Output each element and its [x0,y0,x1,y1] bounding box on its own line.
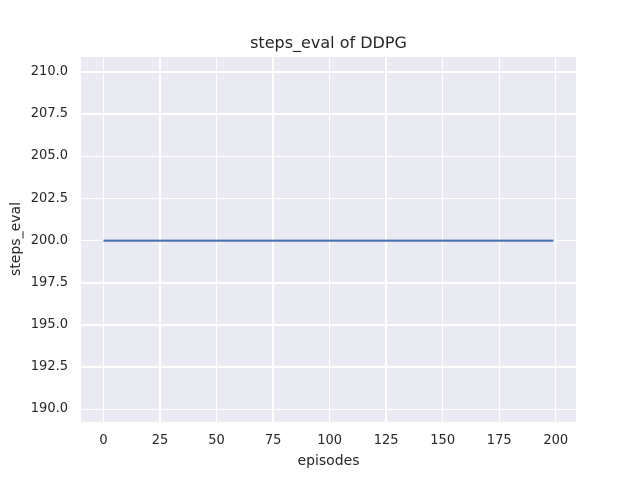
gridline-horizontal [81,155,576,158]
y-tick-label: 207.5 [30,106,68,122]
gridline-vertical [498,57,500,422]
gridline-vertical [215,57,218,422]
gridline-vertical [272,57,274,422]
gridline-horizontal [81,71,576,73]
gridline-horizontal [81,408,576,411]
gridline-horizontal [81,366,576,368]
gridline-vertical [328,57,331,422]
gridline-horizontal [81,324,576,326]
series-layer [103,239,554,242]
gridline-horizontal [81,282,576,284]
x-tick-label: 50 [208,433,225,448]
x-tick-label: 200 [543,433,569,448]
x-tick-label: 125 [373,433,399,448]
x-tick-label: 150 [430,433,456,448]
x-tick-label: 75 [264,433,282,448]
y-tick-label: 210.0 [30,64,68,79]
gridline-vertical [555,57,557,422]
gridline-vertical [385,57,387,422]
gridline-horizontal [81,197,576,200]
chart-title: steps_eval of DDPG [250,33,407,52]
plot-area [81,57,576,422]
gridline-vertical [102,57,105,422]
x-axis-label: episodes [297,453,360,469]
y-tick-label: 202.5 [30,190,68,206]
y-tick-label: 200.0 [30,232,68,248]
gridline-vertical [159,57,161,422]
y-tick-label: 192.5 [30,359,68,375]
y-tick-label: 190.0 [30,401,68,417]
gridline-horizontal [81,113,576,115]
y-tick-label: 205.0 [30,148,68,164]
x-tick-label: 175 [486,433,512,448]
y-tick-label: 197.5 [30,274,68,290]
x-tick-label: 25 [151,433,169,448]
gridline-vertical [441,57,444,422]
x-tick-label: 0 [99,433,108,448]
x-tick-label: 100 [317,433,343,448]
y-tick-label: 195.0 [30,317,68,332]
